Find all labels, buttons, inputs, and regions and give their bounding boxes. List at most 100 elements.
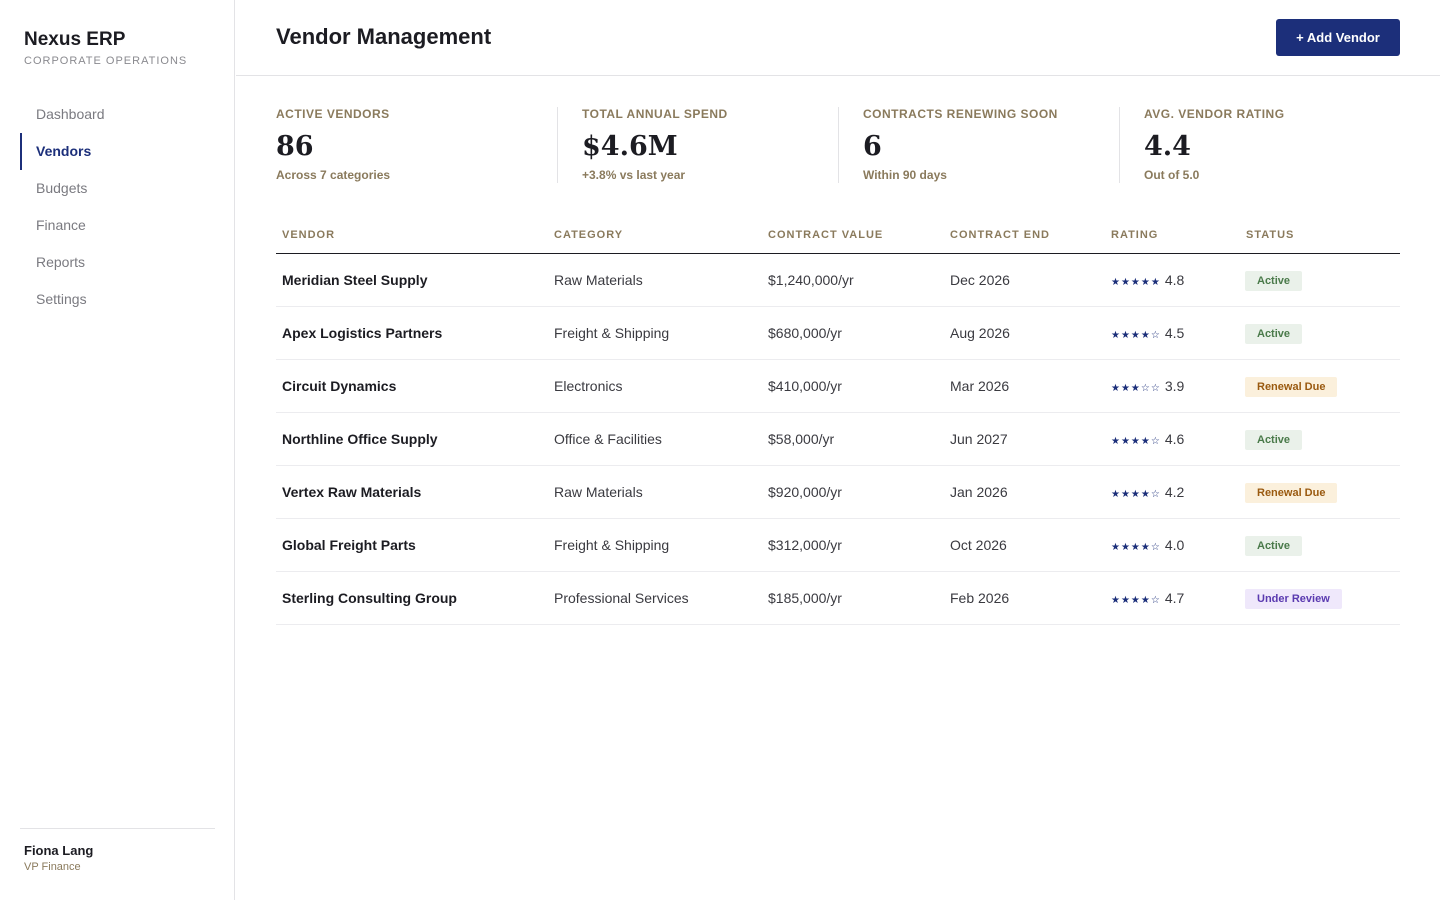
contract-value: $312,000/yr (768, 537, 842, 553)
contract-value: $1,240,000/yr (768, 272, 854, 288)
stat-label: CONTRACTS RENEWING SOON (863, 107, 1058, 121)
contract-end: Feb 2026 (950, 590, 1010, 606)
vendor-category: Freight & Shipping (554, 325, 670, 341)
contract-value: $58,000/yr (768, 431, 835, 447)
contract-end: Jun 2027 (950, 431, 1008, 447)
status-badge: Active (1245, 536, 1303, 556)
column-header-category[interactable]: CATEGORY (554, 229, 624, 241)
stat-note: Out of 5.0 (1144, 168, 1200, 182)
user-profile[interactable]: Fiona Lang VP Finance (20, 828, 215, 873)
rating-value: 4.5 (1164, 325, 1185, 341)
contract-value: $185,000/yr (768, 590, 842, 606)
vendor-rating: ★★★★☆ 4.5 (1111, 307, 1184, 362)
vendor-rating: ★★★★☆ 4.7 (1111, 572, 1184, 627)
sidebar-item-dashboard[interactable]: Dashboard (36, 106, 105, 122)
vendor-rating: ★★★★★ 4.8 (1111, 254, 1184, 309)
sidebar-item-finance[interactable]: Finance (36, 217, 86, 233)
table-header: VENDOR CATEGORY CONTRACT VALUE CONTRACT … (276, 219, 1400, 254)
sidebar-item-settings[interactable]: Settings (36, 291, 87, 307)
rating-value: 3.9 (1164, 378, 1185, 394)
vendor-name[interactable]: Circuit Dynamics (282, 378, 397, 394)
vendor-name[interactable]: Global Freight Parts (282, 537, 416, 553)
status-badge: Renewal Due (1245, 483, 1338, 503)
table-row[interactable]: Apex Logistics Partners Freight & Shippi… (276, 307, 1400, 360)
stat-contracts-renewing: CONTRACTS RENEWING SOON 6 Within 90 days (838, 107, 1119, 183)
vendor-category: Raw Materials (554, 272, 643, 288)
vendor-category: Professional Services (554, 590, 689, 606)
stat-active-vendors: ACTIVE VENDORS 86 Across 7 categories (276, 107, 556, 183)
rating-value: 4.8 (1164, 272, 1185, 288)
rating-value: 4.7 (1164, 590, 1185, 606)
table-row[interactable]: Sterling Consulting Group Professional S… (276, 572, 1400, 625)
stat-note: Across 7 categories (276, 168, 391, 182)
vendor-category: Raw Materials (554, 484, 643, 500)
vendor-category: Office & Facilities (554, 431, 662, 447)
column-header-contract-end[interactable]: CONTRACT END (950, 229, 1050, 241)
page-header: Vendor Management + Add Vendor (236, 0, 1440, 76)
stat-value: $4.6M (582, 131, 678, 162)
vendor-category: Freight & Shipping (554, 537, 670, 553)
status-badge: Active (1245, 271, 1303, 291)
column-header-vendor[interactable]: VENDOR (282, 229, 336, 241)
rating-value: 4.6 (1164, 431, 1185, 447)
rating-stars-icon: ★★★★☆ (1111, 489, 1161, 500)
status-badge: Under Review (1245, 589, 1342, 609)
rating-stars-icon: ★★★☆☆ (1111, 383, 1161, 394)
column-header-contract-value[interactable]: CONTRACT VALUE (768, 229, 884, 241)
sidebar-item-vendors[interactable]: Vendors (0, 133, 235, 170)
rating-stars-icon: ★★★★★ (1111, 277, 1161, 288)
vendor-rating: ★★★★☆ 4.0 (1111, 519, 1184, 574)
sidebar-item-reports[interactable]: Reports (36, 254, 86, 270)
rating-stars-icon: ★★★★☆ (1111, 542, 1161, 553)
contract-end: Aug 2026 (950, 325, 1010, 341)
table-row[interactable]: Circuit Dynamics Electronics $410,000/yr… (276, 360, 1400, 413)
stat-avg-rating: AVG. VENDOR RATING 4.4 Out of 5.0 (1119, 107, 1400, 183)
table-row[interactable]: Northline Office Supply Office & Facilit… (276, 413, 1400, 466)
vendor-name[interactable]: Vertex Raw Materials (282, 484, 422, 500)
stat-value: 4.4 (1144, 131, 1191, 162)
contract-end: Oct 2026 (950, 537, 1007, 553)
user-role: VP Finance (24, 861, 81, 873)
contract-end: Dec 2026 (950, 272, 1010, 288)
status-badge: Active (1245, 324, 1303, 344)
stat-value: 86 (276, 131, 314, 162)
rating-stars-icon: ★★★★☆ (1111, 330, 1161, 341)
contract-value: $920,000/yr (768, 484, 842, 500)
status-badge: Active (1245, 430, 1303, 450)
contract-value: $410,000/yr (768, 378, 842, 394)
table-row[interactable]: Vertex Raw Materials Raw Materials $920,… (276, 466, 1400, 519)
stat-label: AVG. VENDOR RATING (1144, 107, 1285, 121)
app-subtitle: CORPORATE OPERATIONS (24, 55, 188, 67)
contract-end: Jan 2026 (950, 484, 1008, 500)
rating-value: 4.2 (1164, 484, 1185, 500)
vendor-name[interactable]: Apex Logistics Partners (282, 325, 443, 341)
table-row[interactable]: Global Freight Parts Freight & Shipping … (276, 519, 1400, 572)
user-name: Fiona Lang (24, 843, 94, 858)
stat-value: 6 (863, 131, 882, 162)
add-vendor-button[interactable]: + Add Vendor (1276, 19, 1400, 56)
vendor-rating: ★★★☆☆ 3.9 (1111, 360, 1184, 415)
app-title: Nexus ERP (24, 29, 126, 50)
vendor-name[interactable]: Northline Office Supply (282, 431, 438, 447)
vendor-table: VENDOR CATEGORY CONTRACT VALUE CONTRACT … (276, 219, 1400, 625)
rating-value: 4.0 (1164, 537, 1185, 553)
sidebar-item-budgets[interactable]: Budgets (36, 180, 88, 196)
stat-label: ACTIVE VENDORS (276, 107, 390, 121)
stat-total-spend: TOTAL ANNUAL SPEND $4.6M +3.8% vs last y… (557, 107, 838, 183)
rating-stars-icon: ★★★★☆ (1111, 436, 1161, 447)
column-header-status[interactable]: STATUS (1246, 229, 1295, 241)
vendor-category: Electronics (554, 378, 623, 394)
column-header-rating[interactable]: RATING (1111, 229, 1159, 241)
sidebar: Nexus ERP CORPORATE OPERATIONS Dashboard… (0, 0, 235, 900)
contract-end: Mar 2026 (950, 378, 1010, 394)
stat-label: TOTAL ANNUAL SPEND (582, 107, 728, 121)
stat-note: +3.8% vs last year (582, 168, 686, 182)
vendor-name[interactable]: Meridian Steel Supply (282, 272, 428, 288)
vendor-rating: ★★★★☆ 4.2 (1111, 466, 1184, 521)
table-row[interactable]: Meridian Steel Supply Raw Materials $1,2… (276, 254, 1400, 307)
rating-stars-icon: ★★★★☆ (1111, 595, 1161, 606)
page-title: Vendor Management (276, 24, 492, 49)
vendor-name[interactable]: Sterling Consulting Group (282, 590, 457, 606)
vendor-rating: ★★★★☆ 4.6 (1111, 413, 1184, 468)
contract-value: $680,000/yr (768, 325, 842, 341)
